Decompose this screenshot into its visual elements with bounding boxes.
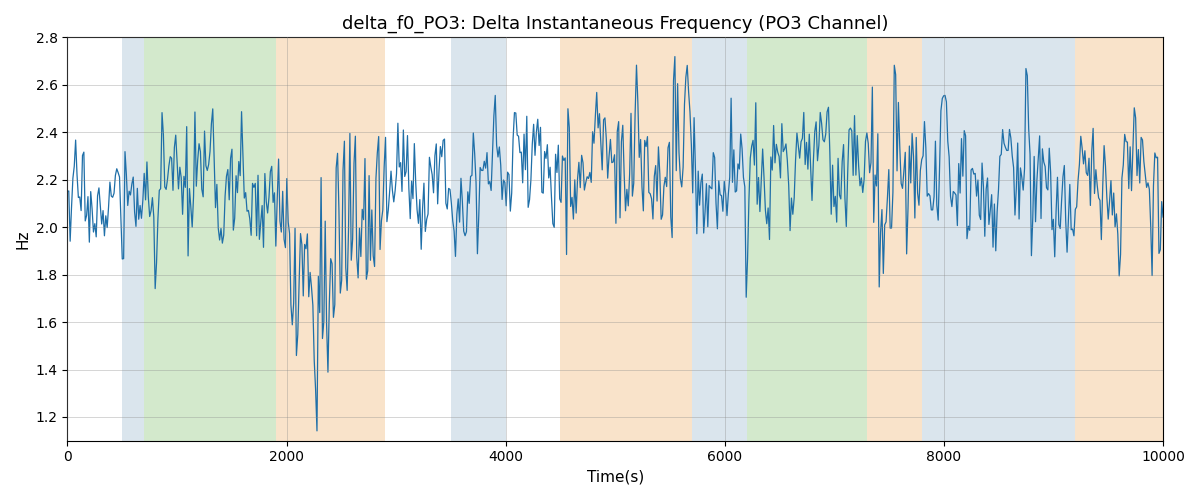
Y-axis label: Hz: Hz: [16, 230, 30, 249]
Bar: [746, 38, 868, 440]
Bar: [122, 38, 144, 440]
Bar: [276, 38, 385, 440]
X-axis label: Time(s): Time(s): [587, 470, 644, 485]
Bar: [451, 38, 505, 440]
Bar: [922, 38, 1075, 440]
Bar: [692, 38, 746, 440]
Bar: [868, 38, 922, 440]
Bar: [1075, 38, 1163, 440]
Title: delta_f0_PO3: Delta Instantaneous Frequency (PO3 Channel): delta_f0_PO3: Delta Instantaneous Freque…: [342, 15, 888, 34]
Bar: [144, 38, 276, 440]
Bar: [560, 38, 692, 440]
